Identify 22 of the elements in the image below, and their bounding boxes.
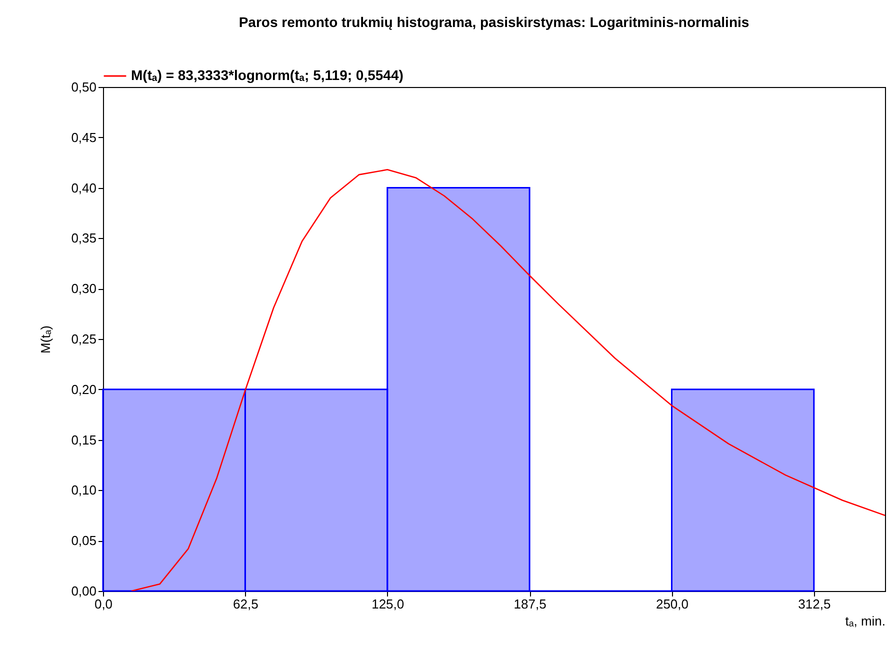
y-tick-label: 0,40 — [71, 180, 96, 196]
x-tick-label: 0,0 — [94, 596, 113, 612]
line-series — [130, 169, 885, 591]
y-tick-label: 0,05 — [71, 533, 96, 548]
chart-title: Paros remonto trukmių histograma, pasiskirstymas: Logaritminis-normalinis — [238, 14, 750, 30]
y-tick-label: 0,45 — [71, 130, 96, 145]
x-tick-label: 250,0 — [656, 596, 688, 612]
y-tick-label: 0,20 — [71, 382, 96, 397]
x-tick-label: 312,5 — [798, 596, 831, 612]
y-tick-label: 0,15 — [71, 432, 96, 448]
y-axis-title: M(tₐ) — [38, 326, 54, 354]
x-tick-label: 187,5 — [514, 596, 546, 612]
y-tick-label: 0,35 — [71, 230, 96, 246]
x-axis-title: tₐ, min. — [845, 614, 886, 628]
x-tick-label: 62,5 — [233, 596, 258, 612]
y-tick-label: 0,30 — [71, 281, 96, 296]
y-tick-label: 0,00 — [71, 584, 96, 598]
y-tick-label: 0,25 — [71, 332, 96, 346]
y-tick-label: 0,50 — [71, 80, 96, 94]
legend-label: M(tₐ) = 83,3333*lognorm(tₐ; 5,119; 0,5544) — [131, 67, 404, 83]
x-tick-label: 125,0 — [372, 596, 404, 612]
y-tick-label: 0,10 — [71, 482, 96, 498]
